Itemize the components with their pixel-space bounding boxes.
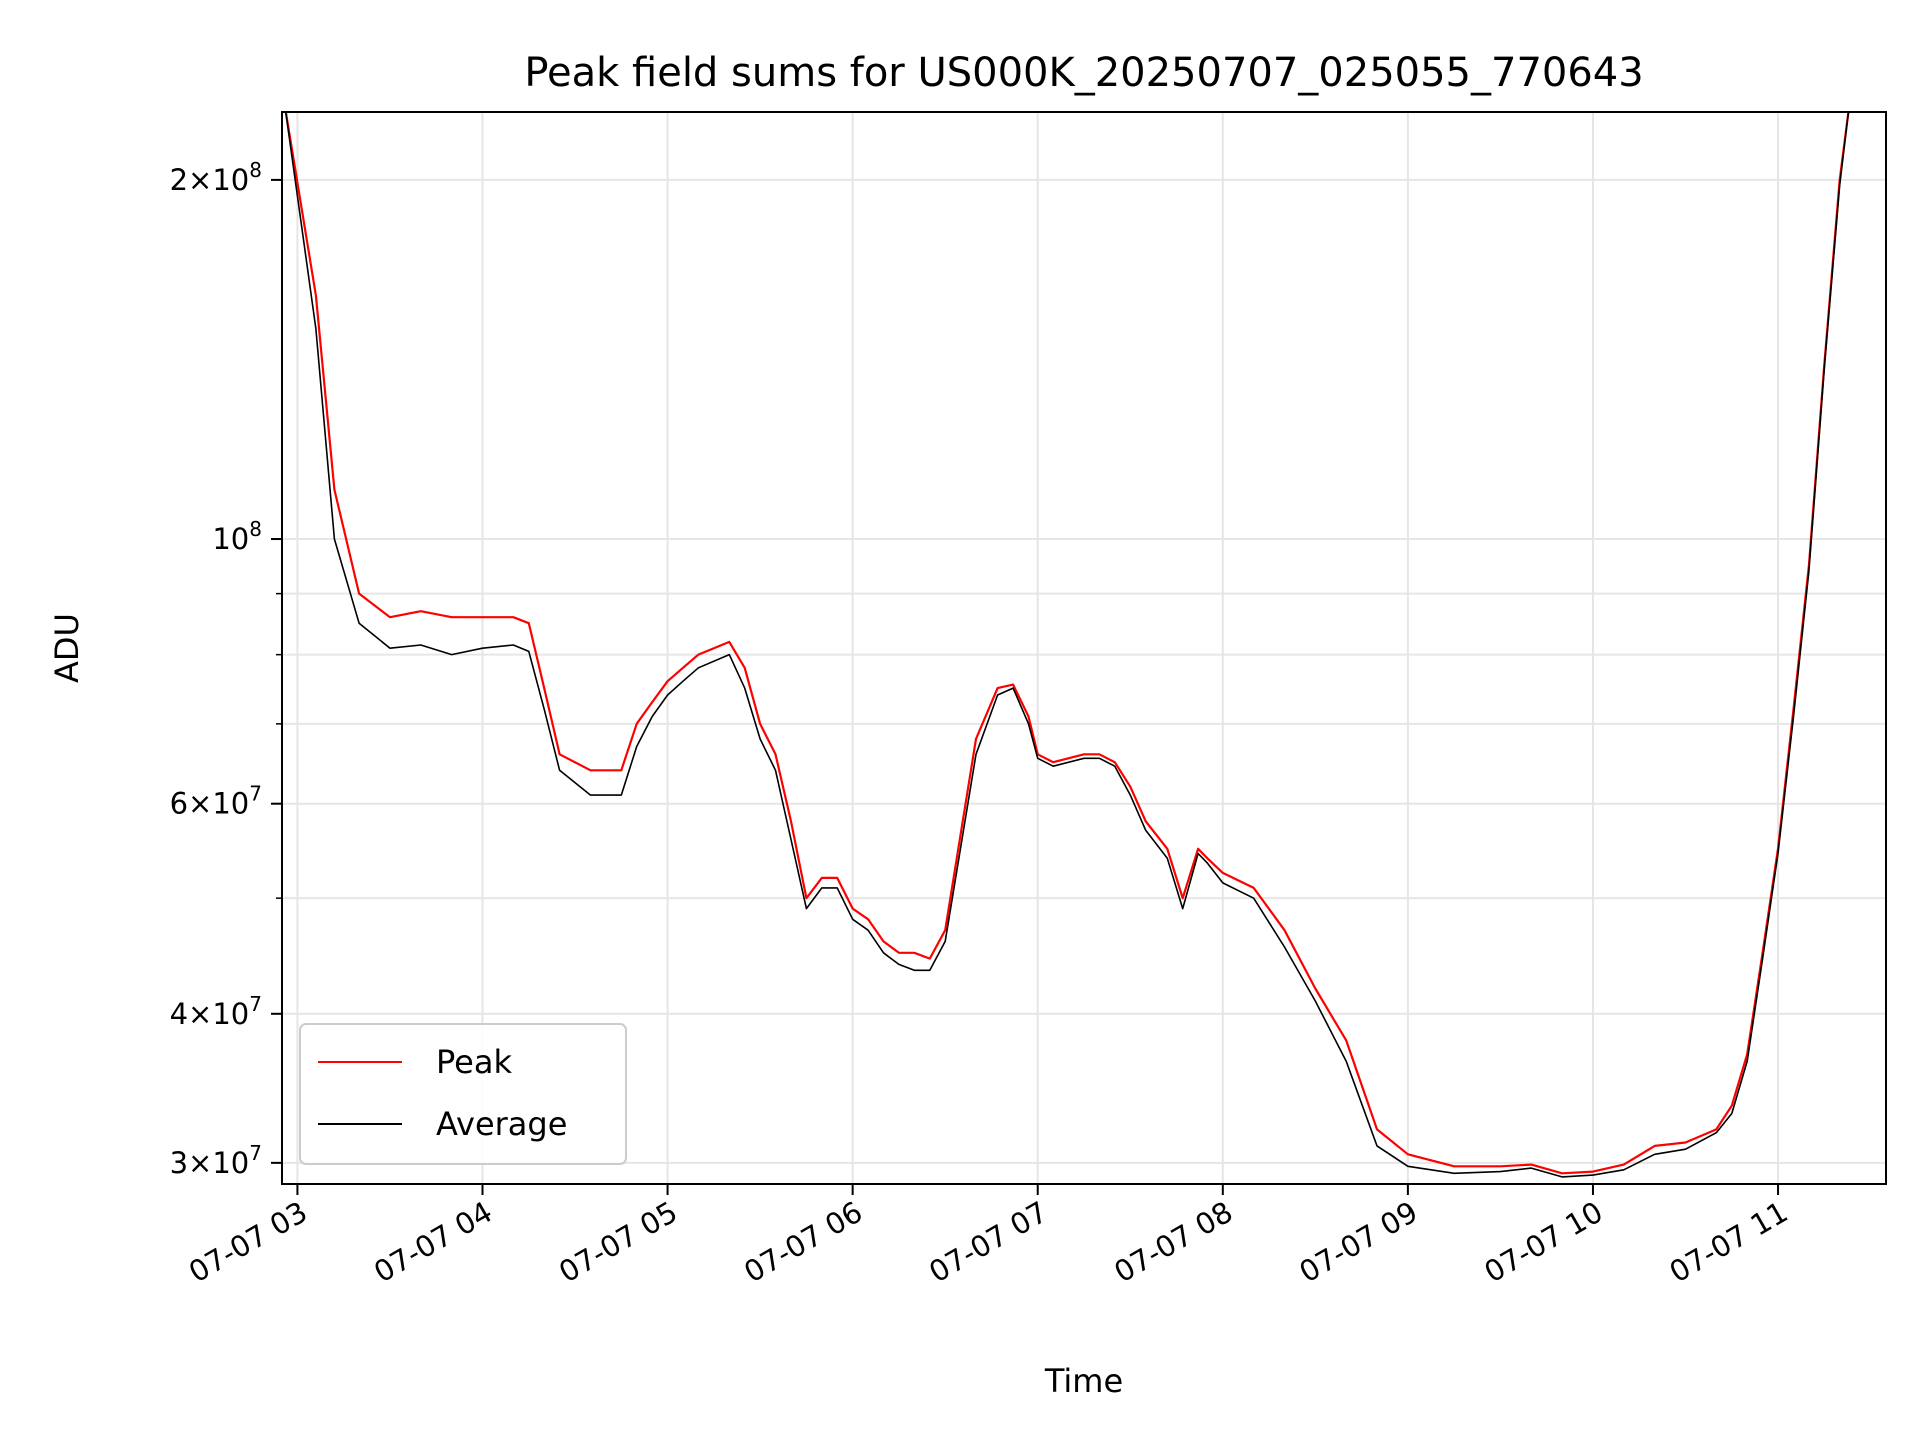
plot-frame xyxy=(281,111,1887,1185)
y-tick-label: 6×107 xyxy=(170,782,262,821)
y-axis-title: ADU xyxy=(48,613,86,683)
y-tick-label: 4×107 xyxy=(170,992,262,1031)
y-tick-label: 2×108 xyxy=(170,158,262,197)
series-layer xyxy=(284,112,1850,1178)
y-tick-label: 108 xyxy=(212,517,262,556)
series-line-average xyxy=(284,112,1850,1178)
x-axis-title: Time xyxy=(1044,1362,1123,1400)
y-tick-label: 3×107 xyxy=(170,1141,262,1180)
legend-box xyxy=(299,1023,627,1165)
series-line-peak xyxy=(284,112,1850,1175)
chart-title: Peak field sums for US000K_20250707_0250… xyxy=(524,50,1643,96)
legend-label-peak: Peak xyxy=(436,1043,512,1081)
legend: Peak Average xyxy=(299,1023,627,1165)
legend-label-average: Average xyxy=(436,1105,567,1143)
